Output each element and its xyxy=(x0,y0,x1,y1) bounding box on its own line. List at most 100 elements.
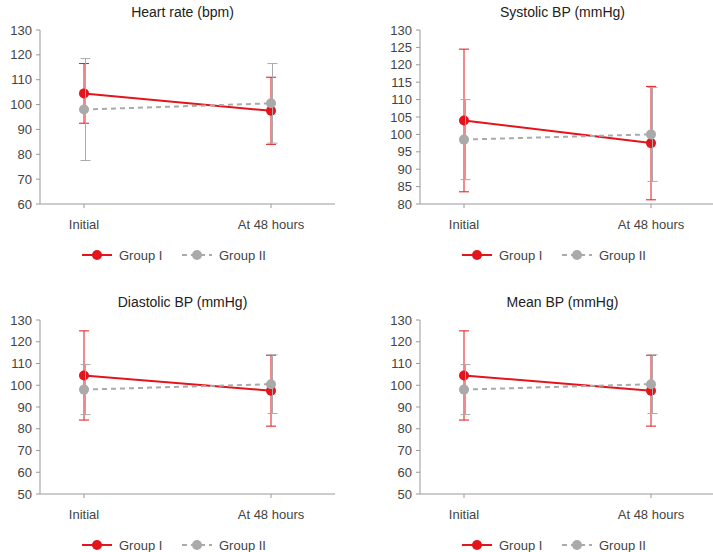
data-point xyxy=(459,385,469,395)
y-tick xyxy=(416,472,420,473)
y-tick-label: 70 xyxy=(18,443,32,458)
series-line xyxy=(464,384,651,389)
y-tick xyxy=(36,494,40,495)
x-tick xyxy=(271,204,272,208)
data-point xyxy=(646,129,656,139)
y-tick-label: 120 xyxy=(10,47,32,62)
legend-label: Group I xyxy=(119,248,162,263)
y-tick-label: 90 xyxy=(18,122,32,137)
series-line xyxy=(464,120,651,143)
y-tick-label: 60 xyxy=(18,197,32,212)
plot-area xyxy=(459,331,658,426)
legend-marker xyxy=(572,540,582,550)
y-tick xyxy=(36,450,40,451)
legend: Group I Group II xyxy=(82,538,266,552)
y-tick-label: 100 xyxy=(10,378,32,393)
y-tick xyxy=(36,320,40,321)
y-tick-label: 130 xyxy=(10,23,32,38)
data-point xyxy=(459,135,469,145)
y-tick xyxy=(416,407,420,408)
legend-marker xyxy=(92,250,102,260)
y-tick-label: 50 xyxy=(398,487,412,502)
x-tick-label: At 48 hours xyxy=(238,507,305,522)
plot-area xyxy=(459,49,658,200)
y-tick-label: 60 xyxy=(398,465,412,480)
legend-label: Group I xyxy=(499,538,542,552)
y-tick xyxy=(416,428,420,429)
y-tick xyxy=(36,179,40,180)
y-tick xyxy=(416,134,420,135)
legend-marker xyxy=(472,540,482,550)
y-tick-label: 120 xyxy=(390,57,412,72)
y-tick-label: 130 xyxy=(10,313,32,328)
x-tick-label: At 48 hours xyxy=(238,217,305,232)
y-tick xyxy=(416,30,420,31)
y-tick-label: 125 xyxy=(390,40,412,55)
legend: Group I Group II xyxy=(82,248,266,263)
chart-title: Mean BP (mmHg) xyxy=(507,294,619,310)
y-tick-label: 80 xyxy=(18,147,32,162)
x-tick xyxy=(464,494,465,498)
y-tick xyxy=(36,428,40,429)
y-tick-label: 90 xyxy=(18,400,32,415)
chart-panel: Diastolic BP (mmHg)506070809010011012013… xyxy=(10,294,335,552)
legend-label: Group I xyxy=(119,538,162,552)
data-point xyxy=(646,379,656,389)
error-bar xyxy=(266,355,276,426)
data-point xyxy=(459,115,469,125)
y-tick-label: 105 xyxy=(390,110,412,125)
y-tick xyxy=(416,320,420,321)
legend-label: Group II xyxy=(219,538,266,552)
plot-area xyxy=(79,331,278,426)
y-tick-label: 80 xyxy=(398,197,412,212)
y-tick xyxy=(416,494,420,495)
chart-title: Diastolic BP (mmHg) xyxy=(118,294,248,310)
legend-label: Group II xyxy=(599,538,646,552)
chart-title: Heart rate (bpm) xyxy=(131,4,234,20)
y-tick-label: 115 xyxy=(391,75,412,90)
data-point xyxy=(79,385,89,395)
x-tick xyxy=(651,494,652,498)
x-tick xyxy=(651,204,652,208)
y-tick xyxy=(416,99,420,100)
data-point xyxy=(266,98,276,108)
y-tick-label: 130 xyxy=(390,23,412,38)
y-tick xyxy=(416,64,420,65)
y-tick xyxy=(416,204,420,205)
y-tick-label: 130 xyxy=(390,313,412,328)
y-tick xyxy=(416,341,420,342)
legend-label: Group I xyxy=(499,248,542,263)
legend-label: Group II xyxy=(219,248,266,263)
y-tick xyxy=(36,363,40,364)
y-tick xyxy=(36,154,40,155)
error-bar xyxy=(79,64,89,124)
chart-panel: Mean BP (mmHg)5060708090100110120130Init… xyxy=(390,294,713,552)
y-tick xyxy=(416,47,420,48)
y-tick-label: 110 xyxy=(391,356,412,371)
error-bar xyxy=(266,77,276,144)
y-tick-label: 110 xyxy=(11,356,32,371)
error-bar xyxy=(646,355,656,426)
chart-panel: Systolic BP (mmHg)8085909510010511011512… xyxy=(390,4,713,263)
y-tick-label: 90 xyxy=(398,400,412,415)
y-tick xyxy=(416,363,420,364)
y-tick-label: 60 xyxy=(18,465,32,480)
series-line xyxy=(84,384,271,389)
y-tick-label: 95 xyxy=(398,144,412,159)
y-tick xyxy=(416,385,420,386)
chart-panel: Heart rate (bpm)60708090100110120130Init… xyxy=(10,4,335,263)
error-bar xyxy=(459,49,469,192)
y-tick-label: 70 xyxy=(398,443,412,458)
series-line xyxy=(84,103,271,109)
data-point xyxy=(266,379,276,389)
y-tick xyxy=(416,169,420,170)
x-tick-label: Initial xyxy=(449,217,479,232)
y-tick-label: 100 xyxy=(390,127,412,142)
y-tick-label: 50 xyxy=(18,487,32,502)
data-point xyxy=(459,370,469,380)
y-tick-label: 90 xyxy=(398,162,412,177)
x-tick-label: At 48 hours xyxy=(618,217,685,232)
y-tick xyxy=(36,204,40,205)
series-line xyxy=(464,375,651,390)
legend-marker xyxy=(92,540,102,550)
